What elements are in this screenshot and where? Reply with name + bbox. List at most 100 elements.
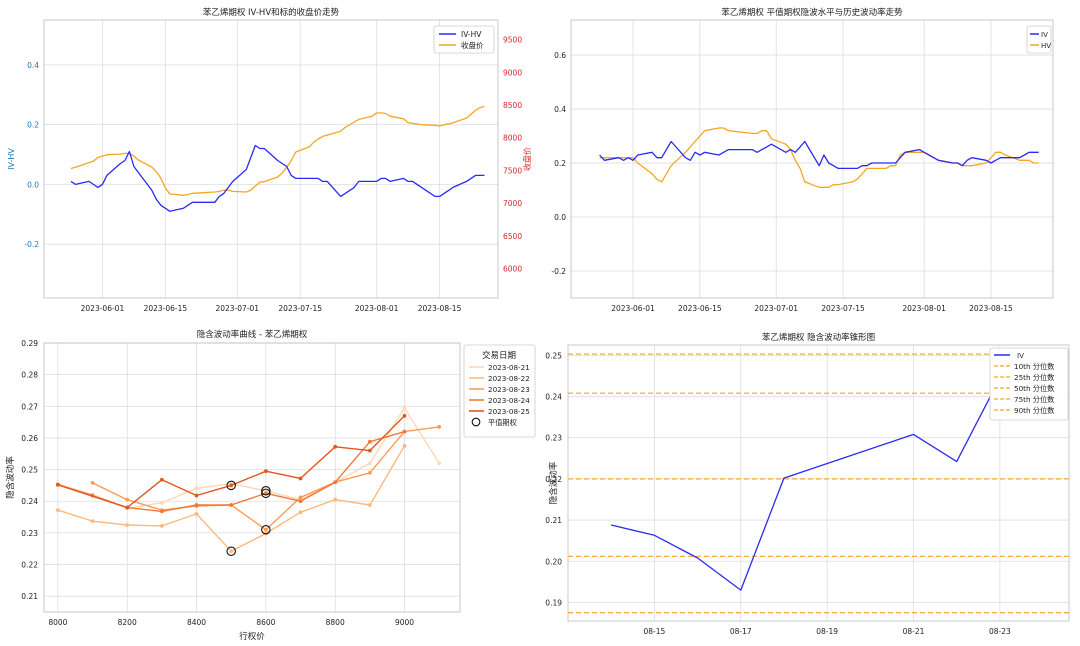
smile-point	[229, 549, 234, 554]
smile-point	[229, 503, 234, 507]
x-tick-label: 2023-07-01	[215, 304, 259, 313]
smile-point	[125, 497, 130, 502]
smile-point	[263, 469, 268, 474]
x-tick-label: 2023-07-01	[754, 304, 798, 313]
y2-tick-label: 7000	[503, 199, 522, 208]
smile-point	[333, 480, 338, 485]
x-tick-label: 2023-08-01	[355, 304, 399, 313]
y-axis-label: 隐含波动率	[548, 461, 559, 504]
smile-point	[298, 476, 303, 481]
x-tick-label: 8200	[118, 618, 137, 627]
iv-series-line	[611, 377, 1001, 591]
smile-point	[194, 503, 199, 507]
smile-point	[402, 405, 407, 410]
x-tick-label: 08-21	[903, 627, 925, 636]
y-tick-label: 0.22	[21, 561, 38, 570]
x-tick-label: 9000	[395, 618, 414, 627]
y2-tick-label: 8000	[503, 134, 522, 143]
smile-point	[125, 523, 130, 527]
smile-point	[159, 524, 164, 528]
atm-marker	[261, 488, 271, 499]
atm-marker	[226, 480, 236, 491]
x-tick-label: 8600	[256, 618, 275, 627]
smile-point	[263, 527, 268, 532]
x-tick-label: 08-15	[643, 627, 665, 636]
legend-label: 75th 分位数	[1014, 395, 1054, 404]
atm-marker	[261, 486, 271, 496]
y-tick-label: 0.23	[545, 434, 562, 443]
x-tick-label: 2023-06-01	[81, 304, 125, 313]
plot-frame	[567, 344, 1070, 622]
legend-label: IV-HV	[461, 30, 482, 39]
smile-point	[263, 491, 268, 496]
y-axis-label: 隐含波动率	[5, 456, 16, 499]
y2-axis-label: 收盘价	[522, 147, 532, 171]
y-tick-label: 0.27	[21, 402, 38, 411]
smile-point	[437, 461, 442, 466]
legend-label: 收盘价	[461, 40, 484, 50]
legend-label: 2023-08-25	[488, 407, 530, 416]
smile-point	[367, 448, 372, 453]
smile-point	[402, 413, 407, 418]
chart-title: 隐含波动率曲线 - 苯乙烯期权	[197, 329, 308, 340]
y-tick-label: 0.28	[21, 371, 38, 380]
chart-title: 苯乙烯期权 隐含波动率锥形图	[762, 332, 875, 343]
y-tick-label: 0.4	[27, 61, 39, 70]
legend-label: 10th 分位数	[1014, 362, 1054, 371]
close-price-series-line	[70, 105, 485, 196]
smile-point	[402, 429, 407, 434]
y-tick-label: 0.24	[545, 392, 562, 401]
legend-label: HV	[1041, 42, 1051, 50]
y-tick-label: 0.24	[21, 497, 38, 506]
legend-label: 2023-08-22	[488, 374, 530, 383]
x-tick-label: 2023-07-15	[278, 304, 322, 313]
series-line-iv	[599, 140, 1039, 170]
smile-point	[194, 493, 199, 498]
y2-tick-label: 9500	[503, 36, 522, 45]
y-tick-label: -0.2	[24, 240, 39, 249]
smile-point	[55, 508, 60, 512]
y-tick-label: 0.2	[27, 121, 39, 130]
y-tick-label: 0.0	[554, 213, 566, 222]
legend-atm-marker	[471, 417, 481, 427]
x-tick-label: 8400	[187, 618, 206, 627]
smile-curve-2023-08-25	[57, 415, 405, 509]
y2-tick-label: 8500	[503, 101, 522, 110]
smile-point	[194, 486, 199, 491]
legend-box	[1026, 25, 1052, 54]
chart-title: 苯乙烯期权 平值期权隐波水平与历史波动率走势	[721, 7, 903, 18]
y-tick-label: 0.6	[554, 51, 566, 60]
y-tick-label: 0.25	[545, 351, 562, 360]
smile-point	[402, 443, 407, 448]
smile-point	[298, 510, 303, 515]
legend-label: 25th 分位数	[1014, 373, 1054, 382]
legend-box	[433, 25, 495, 54]
y2-tick-label: 7500	[503, 166, 522, 175]
smile-point	[90, 519, 95, 524]
x-tick-label: 8000	[48, 618, 67, 627]
smile-point	[367, 503, 372, 507]
x-tick-label: 08-17	[730, 627, 752, 636]
y-tick-label: -0.2	[551, 267, 566, 276]
plot-frame	[570, 19, 1054, 299]
y2-tick-label: 9000	[503, 68, 522, 77]
smile-curve-2023-08-24	[57, 430, 405, 513]
y-tick-label: 0.4	[554, 105, 566, 114]
smile-point	[298, 499, 303, 504]
y-tick-label: 0.29	[21, 339, 38, 348]
y-tick-label: 0.20	[545, 557, 562, 566]
plot-frame	[43, 19, 499, 299]
smile-point	[194, 511, 199, 516]
smile-point	[90, 480, 95, 485]
smile-point	[298, 495, 303, 500]
y2-tick-label: 6500	[503, 232, 522, 241]
y-tick-label: 0.21	[545, 516, 562, 525]
smile-point	[125, 505, 130, 510]
legend-label: 2023-08-23	[488, 385, 530, 394]
x-tick-label: 8800	[326, 618, 345, 627]
y-tick-label: 0.0	[27, 180, 39, 189]
legend-label: IV	[1017, 351, 1024, 360]
series-line-hv	[599, 127, 1039, 188]
x-axis-label: 行权价	[239, 631, 265, 642]
